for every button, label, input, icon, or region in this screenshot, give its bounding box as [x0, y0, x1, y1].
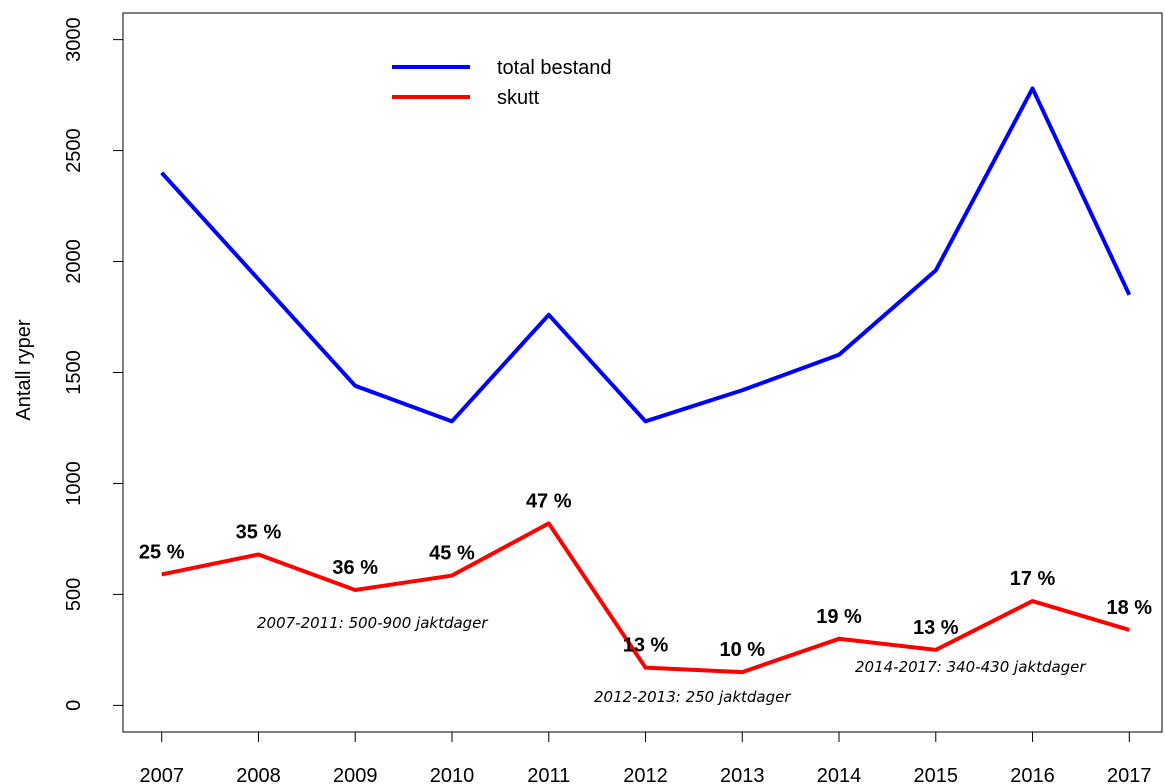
point-annotation: 17 % [1010, 568, 1056, 590]
legend-label: skutt [497, 87, 540, 109]
point-annotation: 10 % [719, 639, 765, 661]
point-annotation: 13 % [913, 617, 959, 639]
x-tick-label: 2017 [1107, 765, 1152, 784]
point-annotation: 19 % [816, 606, 862, 628]
y-tick-label: 2500 [63, 128, 85, 173]
y-tick-label: 2000 [63, 239, 85, 284]
point-annotation: 25 % [139, 541, 185, 563]
x-tick-label: 2016 [1010, 765, 1055, 784]
point-annotation: 45 % [429, 543, 475, 565]
point-annotation: 13 % [623, 635, 669, 657]
y-tick-label: 3000 [63, 17, 85, 62]
note: 2012-2013: 250 jaktdager [594, 688, 791, 706]
point-annotation: 47 % [526, 490, 572, 512]
x-tick-label: 2015 [914, 765, 959, 784]
point-annotation: 36 % [332, 557, 378, 579]
point-annotation: 18 % [1106, 597, 1152, 619]
y-tick-label: 0 [63, 700, 85, 711]
note: 2007-2011: 500-900 jaktdager [257, 614, 488, 632]
x-tick-label: 2007 [139, 765, 184, 784]
x-tick-label: 2008 [236, 765, 281, 784]
y-axis-label: Antall ryper [13, 319, 35, 420]
y-tick-label: 500 [63, 578, 85, 611]
x-tick-label: 2010 [430, 765, 475, 784]
y-tick-label: 1500 [63, 350, 85, 395]
x-tick-label: 2013 [720, 765, 765, 784]
x-tick-label: 2011 [527, 765, 570, 784]
legend-label: total bestand [497, 57, 612, 79]
note: 2014-2017: 340-430 jaktdager [855, 658, 1086, 676]
series-line [161, 521, 1130, 675]
x-tick-label: 2012 [623, 765, 668, 784]
x-tick-label: 2009 [333, 765, 378, 784]
x-tick-label: 2014 [817, 765, 862, 784]
point-annotation: 35 % [236, 521, 282, 543]
series-line [160, 86, 1132, 424]
y-tick-label: 1000 [63, 461, 85, 506]
